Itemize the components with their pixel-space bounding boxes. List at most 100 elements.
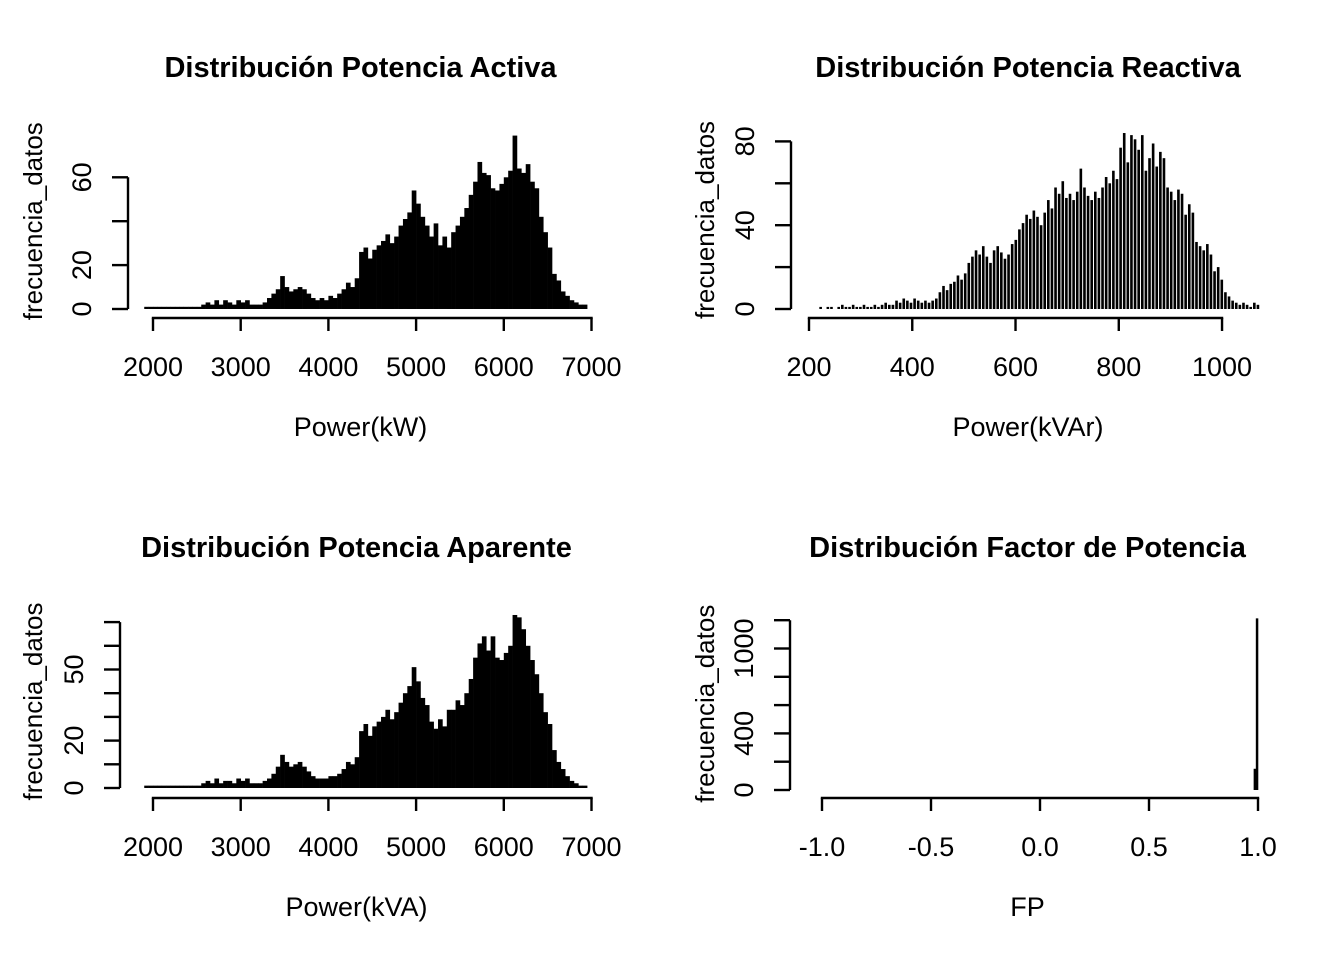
- histogram-bar: [938, 292, 942, 309]
- histogram-bar: [267, 298, 272, 309]
- histogram-bar: [310, 298, 316, 309]
- histogram-bar: [354, 278, 360, 309]
- histogram-bars: [144, 614, 588, 788]
- histogram-bar: [1112, 170, 1115, 309]
- histogram-bar: [560, 769, 566, 788]
- histogram-bar: [1028, 218, 1032, 309]
- y-tick-label: 50: [59, 654, 89, 684]
- histogram-bar: [848, 306, 851, 309]
- histogram-bar: [284, 761, 290, 788]
- histogram-bar: [1097, 197, 1101, 309]
- histogram-bar: [385, 709, 391, 788]
- histogram-bar: [1166, 187, 1169, 309]
- histogram-bar: [869, 306, 873, 309]
- chart-title: Distribución Potencia Activa: [164, 52, 557, 84]
- histogram-bar: [258, 304, 263, 309]
- histogram-bar: [1119, 147, 1122, 309]
- histogram-bar: [468, 194, 474, 309]
- histogram-bar: [1115, 179, 1119, 309]
- panel-factor-de-potencia: -1.0 -0.5 0.0 0.5 1.0 0 400 1000 Distribución Fa…: [672, 480, 1344, 960]
- x-tick-label: 6000: [474, 352, 534, 382]
- histogram-bar: [240, 302, 246, 309]
- histogram-bar: [873, 304, 877, 309]
- histogram-bar: [880, 304, 884, 309]
- histogram-bar: [525, 645, 531, 788]
- histogram-bar: [1209, 254, 1213, 309]
- histogram-bar: [963, 273, 967, 309]
- y-tick-label: 20: [59, 726, 89, 756]
- histogram-bars: [819, 133, 1260, 310]
- histogram-bar: [1242, 302, 1245, 309]
- histogram-bar: [455, 700, 461, 788]
- histogram-bar: [253, 304, 259, 309]
- histogram-bar: [183, 306, 189, 309]
- histogram-bar: [1184, 214, 1187, 309]
- histogram-bar: [934, 298, 938, 309]
- histogram-bar: [942, 285, 945, 309]
- histogram-bar: [442, 726, 448, 788]
- histogram-bar: [552, 750, 557, 788]
- histogram-bar: [328, 295, 334, 309]
- y-axis-label: frecuencia_datos: [690, 605, 720, 803]
- histogram-bar: [394, 712, 399, 788]
- histogram-bar: [359, 251, 364, 309]
- histogram-bar: [271, 293, 277, 309]
- histogram-bar: [837, 306, 841, 309]
- histogram-bar: [459, 216, 465, 309]
- histogram-bar: [1216, 267, 1220, 309]
- histogram-bar: [174, 785, 180, 788]
- histogram-bar: [898, 302, 902, 309]
- histogram-bar: [1065, 197, 1068, 309]
- histogram-bar: [179, 306, 184, 309]
- histogram-bar: [275, 766, 281, 788]
- y-tick-label: 0: [67, 301, 97, 316]
- histogram-bar: [909, 302, 913, 309]
- x-tick-label: -1.0: [799, 832, 846, 862]
- x-tick-label: 7000: [561, 832, 621, 862]
- histogram-bar: [205, 302, 211, 309]
- histogram-bar: [372, 726, 377, 788]
- histogram-bar: [508, 645, 513, 788]
- histogram-bar: [332, 776, 338, 788]
- histogram-bar: [337, 293, 342, 309]
- x-axis-label: Power(kVAr): [952, 412, 1103, 442]
- histogram-bar: [337, 773, 342, 788]
- histogram-bar: [223, 300, 228, 309]
- histogram-bar: [1256, 304, 1260, 309]
- histogram-bar: [402, 219, 408, 309]
- histogram-bar: [324, 778, 329, 788]
- histogram-bar: [481, 636, 487, 788]
- histogram-bar: [547, 247, 553, 309]
- histogram-bar: [1177, 189, 1180, 309]
- histogram-bars: [1253, 618, 1259, 790]
- histogram-bar: [1255, 618, 1259, 790]
- histogram-bar: [556, 280, 562, 309]
- histogram-bar: [534, 188, 540, 309]
- histogram-bar: [521, 172, 527, 309]
- histogram-bar: [297, 287, 303, 309]
- y-tick-label: 0: [59, 780, 89, 795]
- histogram-bar: [205, 780, 211, 788]
- histogram-bar: [253, 783, 259, 788]
- histogram-bar: [420, 216, 426, 309]
- histogram-bar: [971, 256, 974, 310]
- histogram-bar: [1206, 244, 1209, 310]
- histogram-bar: [258, 783, 263, 788]
- histogram-bar: [411, 190, 417, 309]
- histogram-bar: [363, 247, 369, 309]
- histogram-bar: [262, 302, 268, 309]
- histogram-bar: [978, 254, 981, 309]
- histogram-bar: [1122, 133, 1126, 309]
- x-tick-label: 5000: [386, 832, 446, 862]
- chart-title: Distribución Potencia Reactiva: [815, 52, 1241, 84]
- histogram-bar: [429, 236, 434, 309]
- histogram-bar: [996, 246, 1000, 309]
- histogram-bar: [916, 300, 920, 309]
- histogram-bar: [144, 785, 149, 788]
- chart-potencia-aparente: 2000 3000 4000 5000 6000 7000 0 20 50 Distribució…: [18, 532, 622, 922]
- histogram-bar: [433, 223, 439, 309]
- histogram-bar: [512, 614, 518, 788]
- histogram-bar: [161, 785, 167, 788]
- histogram-bar: [891, 304, 895, 309]
